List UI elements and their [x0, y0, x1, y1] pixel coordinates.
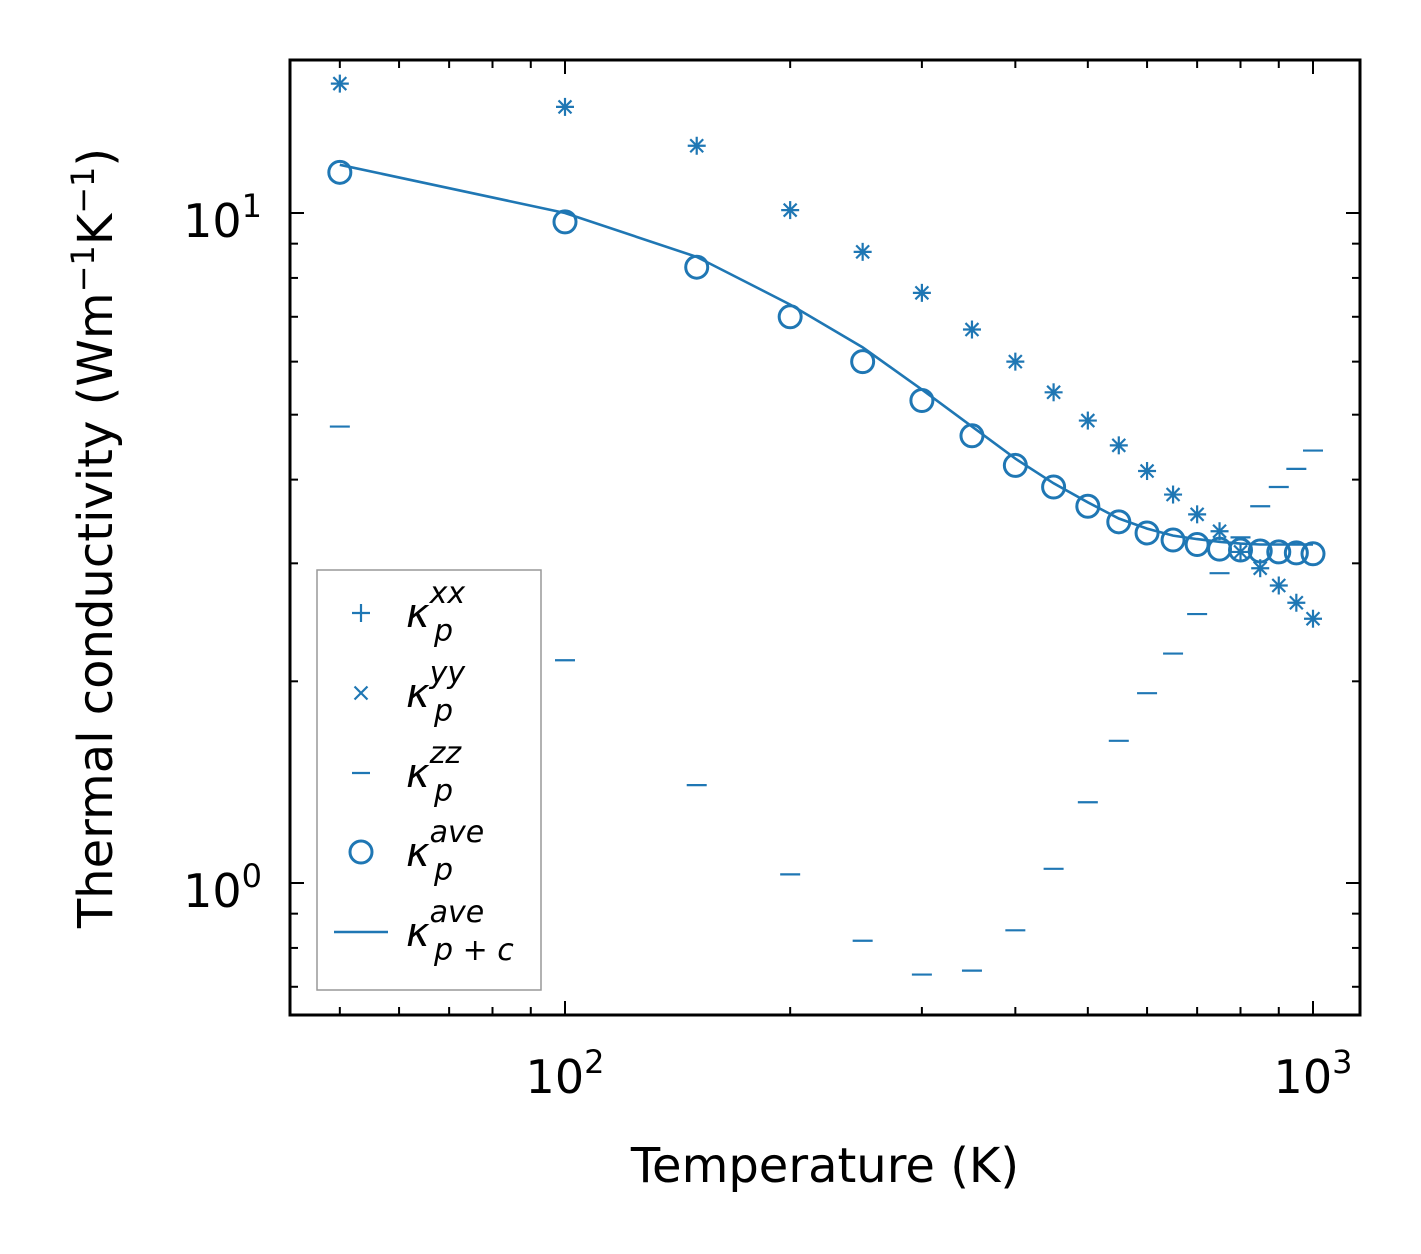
point-kave-900	[1266, 539, 1292, 565]
point-kyy-500	[1080, 413, 1096, 428]
tick-labels: 102 103 100 101	[183, 187, 1352, 1104]
point-kyy-900	[1271, 578, 1287, 593]
legend-entry-4: κave p + c	[334, 895, 514, 968]
point-kyy-450	[1046, 385, 1061, 400]
point-kyy-800	[1233, 544, 1248, 560]
point-kyy-700	[1189, 507, 1205, 522]
point-kyy-550	[1111, 438, 1127, 453]
y-axis-title-main: Thermal conductivity (Wm	[68, 292, 124, 929]
legend-marker-x	[353, 685, 369, 701]
point-kyy-650	[1165, 487, 1181, 502]
series-line-kavec	[339, 163, 1313, 546]
point-kave-500	[1075, 493, 1101, 519]
legend-label: κave p	[406, 815, 484, 888]
legend-entry-0: κxx p	[352, 576, 465, 649]
point-kyy-150	[689, 138, 704, 154]
point-kave-300	[909, 387, 935, 413]
point-kyy-200	[782, 202, 798, 218]
x-tick-label: 102	[526, 1043, 605, 1104]
legend-label: κxx p	[406, 576, 465, 649]
point-kyy-400	[1008, 354, 1023, 369]
y-axis-title-sup2: −1	[64, 167, 102, 214]
point-kyy-1000	[1305, 611, 1321, 626]
point-kyy-850	[1252, 560, 1268, 576]
plot-area	[327, 74, 1326, 976]
point-kyy-750	[1212, 523, 1227, 539]
point-kave-50	[327, 159, 353, 185]
plot-frame	[288, 58, 1362, 1017]
point-kave-600	[1134, 520, 1160, 546]
point-kave-850	[1247, 538, 1273, 564]
point-kave-250	[850, 349, 876, 375]
legend-box	[316, 569, 542, 991]
legend-label: κyy p	[406, 656, 466, 729]
legend-label: κave p + c	[406, 895, 514, 968]
legend-label: κzz p	[406, 736, 462, 809]
y-tick-label: 100	[183, 857, 262, 918]
legend-marker-circle	[348, 839, 374, 865]
point-kyy-350	[964, 322, 980, 337]
point-kave-950	[1283, 540, 1309, 566]
point-kyy-950	[1289, 595, 1304, 610]
legend-entry-2: κzz p	[352, 736, 462, 809]
legend-marker-plus	[352, 604, 370, 622]
point-kyy-50	[332, 76, 348, 91]
y-axis-title-mid: K	[68, 212, 124, 245]
y-axis-title-end: )	[68, 148, 124, 167]
y-axis-title: Thermal conductivity (Wm−1K−1)	[64, 148, 124, 929]
point-kave-450	[1041, 474, 1067, 500]
y-axis-title-sup1: −1	[64, 245, 102, 292]
point-kyy-100	[557, 99, 573, 115]
x-tick-label: 103	[1274, 1043, 1353, 1104]
point-kyy-300	[914, 285, 930, 301]
point-kave-100	[552, 209, 578, 235]
legend-entry-3: κave p	[348, 815, 484, 888]
legend-entry-1: κyy p	[353, 656, 466, 729]
point-kyy-250	[855, 244, 870, 260]
y-tick-label: 101	[183, 187, 262, 248]
point-kave-650	[1160, 527, 1186, 553]
point-kave-800	[1228, 537, 1254, 563]
point-kyy-600	[1139, 463, 1155, 479]
x-axis-title: Temperature (K)	[630, 1138, 1019, 1194]
point-kave-1000	[1300, 541, 1326, 567]
